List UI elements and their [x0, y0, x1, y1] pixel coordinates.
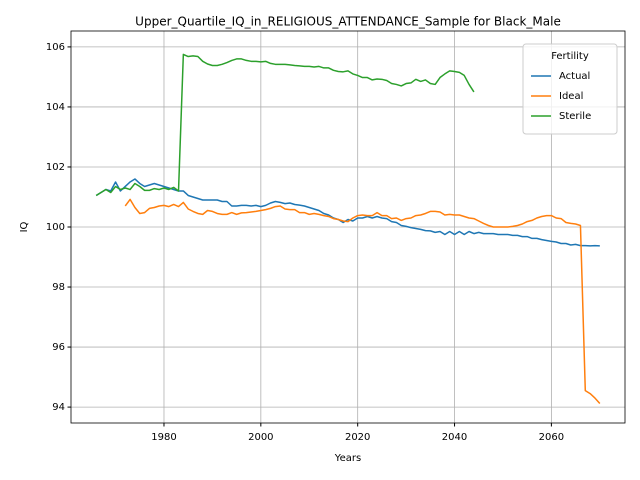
- x-tick-label: 2000: [248, 432, 273, 443]
- y-tick-label: 96: [52, 342, 65, 353]
- y-tick-label: 94: [52, 402, 65, 413]
- legend-box: [522, 43, 618, 135]
- plot-frame: [70, 30, 626, 424]
- series-line: [124, 198, 601, 404]
- x-tick-label: 2020: [345, 432, 370, 443]
- legend: Fertility Actual Ideal Sterile: [522, 43, 618, 135]
- chart-title: Upper_Quartile_IQ_in_RELIGIOUS_ATTENDANC…: [135, 15, 561, 29]
- series-line: [95, 53, 475, 197]
- y-axis-label: IQ: [19, 221, 30, 232]
- y-tick-label: 98: [52, 282, 65, 293]
- y-tick-label: 102: [46, 162, 65, 173]
- series-line: [95, 178, 600, 247]
- legend-label: Ideal: [559, 91, 583, 102]
- x-tick-label: 2040: [442, 432, 467, 443]
- y-tick-label: 104: [46, 102, 65, 113]
- legend-label: Actual: [559, 71, 590, 82]
- x-axis-label: Years: [334, 453, 361, 464]
- x-tick-label: 2060: [539, 432, 564, 443]
- legend-title: Fertility: [551, 51, 589, 62]
- legend-label: Sterile: [559, 111, 591, 122]
- y-tick-label: 100: [46, 222, 65, 233]
- y-tick-label: 106: [46, 42, 65, 53]
- x-tick-label: 1980: [151, 432, 176, 443]
